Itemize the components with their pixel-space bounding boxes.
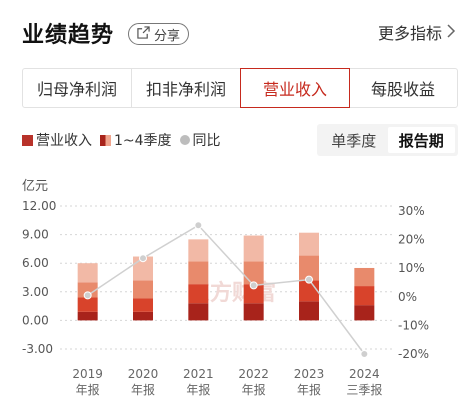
y-tick-label-left: 3.00: [22, 285, 49, 299]
x-tick-label-period: 年报: [242, 382, 266, 397]
yoy-point: [305, 275, 313, 284]
bar-segment: [243, 261, 264, 285]
bar-segment: [299, 232, 319, 256]
x-tick-label-year: 2019: [72, 367, 103, 381]
y-tick-label-right: -10%: [398, 318, 429, 332]
tab-operating-revenue[interactable]: 营业收入: [240, 68, 350, 108]
yoy-point: [194, 221, 203, 230]
bar-segment: [77, 311, 98, 321]
x-tick-label-year: 2022: [238, 367, 269, 381]
chevron-right-icon: [446, 23, 456, 42]
yoy-point: [249, 281, 258, 290]
legend-item-yoy: 同比: [179, 130, 221, 150]
bar-segment: [243, 303, 264, 321]
x-tick-label-year: 2023: [294, 367, 325, 381]
bar-segment: [243, 284, 264, 304]
bar-segment: [188, 284, 209, 304]
period-toggle: 单季度 报告期: [317, 124, 458, 156]
y-tick-label-right: 30%: [398, 204, 425, 218]
bar-segment: [77, 297, 98, 312]
legend-item-quarters: 1~4季度: [100, 130, 172, 150]
yoy-point: [139, 254, 147, 263]
legend-swatch-quarters: [100, 134, 111, 146]
bar-segment: [77, 282, 98, 298]
legend-label-revenue: 营业收入: [36, 133, 92, 149]
yoy-point: [83, 291, 92, 300]
yoy-point: [360, 350, 369, 358]
bar-segment: [133, 256, 153, 281]
bar-segment: [188, 303, 209, 321]
bar-segment: [188, 239, 209, 262]
legend-swatch-revenue: [22, 134, 33, 146]
legend-label-yoy: 同比: [192, 133, 221, 149]
y-tick-label-right: 0%: [398, 290, 417, 304]
tab-eps[interactable]: 每股收益: [370, 80, 435, 99]
x-tick-label-period: 年报: [131, 382, 155, 397]
tab-parent-net-profit[interactable]: 归母净利润: [23, 69, 132, 107]
x-tick-label-year: 2024: [349, 367, 380, 381]
y-axis-unit: 亿元: [22, 179, 49, 194]
share-label: 分享: [154, 28, 181, 44]
legend-swatch-yoy: [179, 135, 190, 145]
y-tick-label-right: 20%: [398, 233, 425, 247]
share-button[interactable]: 分享: [128, 23, 190, 45]
x-tick-label-period: 年报: [186, 382, 210, 397]
bar-segment: [133, 298, 153, 312]
yoy-line: [87, 224, 365, 355]
y-tick-label-left: 6.00: [22, 256, 49, 270]
section-title: 业绩趋势: [22, 23, 115, 48]
bar-segment: [354, 267, 375, 287]
legend-item-revenue: 营业收入: [22, 130, 92, 150]
x-tick-label-period: 年报: [297, 382, 321, 397]
metric-tabs: 归母净利润 扣非净利润 营业收入 每股收益: [22, 68, 458, 108]
more-indicators-label: 更多指标: [377, 24, 442, 43]
bar-segment: [243, 235, 264, 262]
chart-legend: 营业收入 1~4季度 同比: [22, 130, 221, 150]
bar-segment: [299, 301, 319, 321]
period-report-button[interactable]: 报告期: [387, 127, 455, 153]
x-tick-label-year: 2021: [183, 367, 214, 381]
bar-segment: [354, 305, 375, 321]
bar-segment: [133, 280, 153, 299]
bar-segment: [133, 311, 153, 321]
y-tick-label-left: -3.00: [22, 342, 53, 356]
x-tick-label-year: 2020: [128, 367, 159, 381]
y-tick-label-left: 9.00: [22, 228, 49, 242]
y-tick-label-left: 12.00: [22, 199, 56, 213]
y-tick-label-right: -20%: [398, 347, 429, 361]
y-tick-label-right: 10%: [398, 261, 425, 275]
bar-segment: [354, 286, 375, 306]
bar-segment: [77, 263, 98, 283]
x-tick-label-period: 三季报: [346, 382, 382, 397]
legend-label-quarters: 1~4季度: [114, 133, 172, 149]
bar-segment: [188, 261, 209, 285]
more-indicators-link[interactable]: 更多指标: [378, 20, 456, 44]
period-single-quarter-button[interactable]: 单季度: [331, 131, 377, 150]
x-tick-label-period: 年报: [76, 382, 100, 397]
bar-segment: [299, 255, 319, 281]
y-tick-label-left: 0.00: [22, 313, 49, 327]
share-icon: [137, 25, 150, 43]
